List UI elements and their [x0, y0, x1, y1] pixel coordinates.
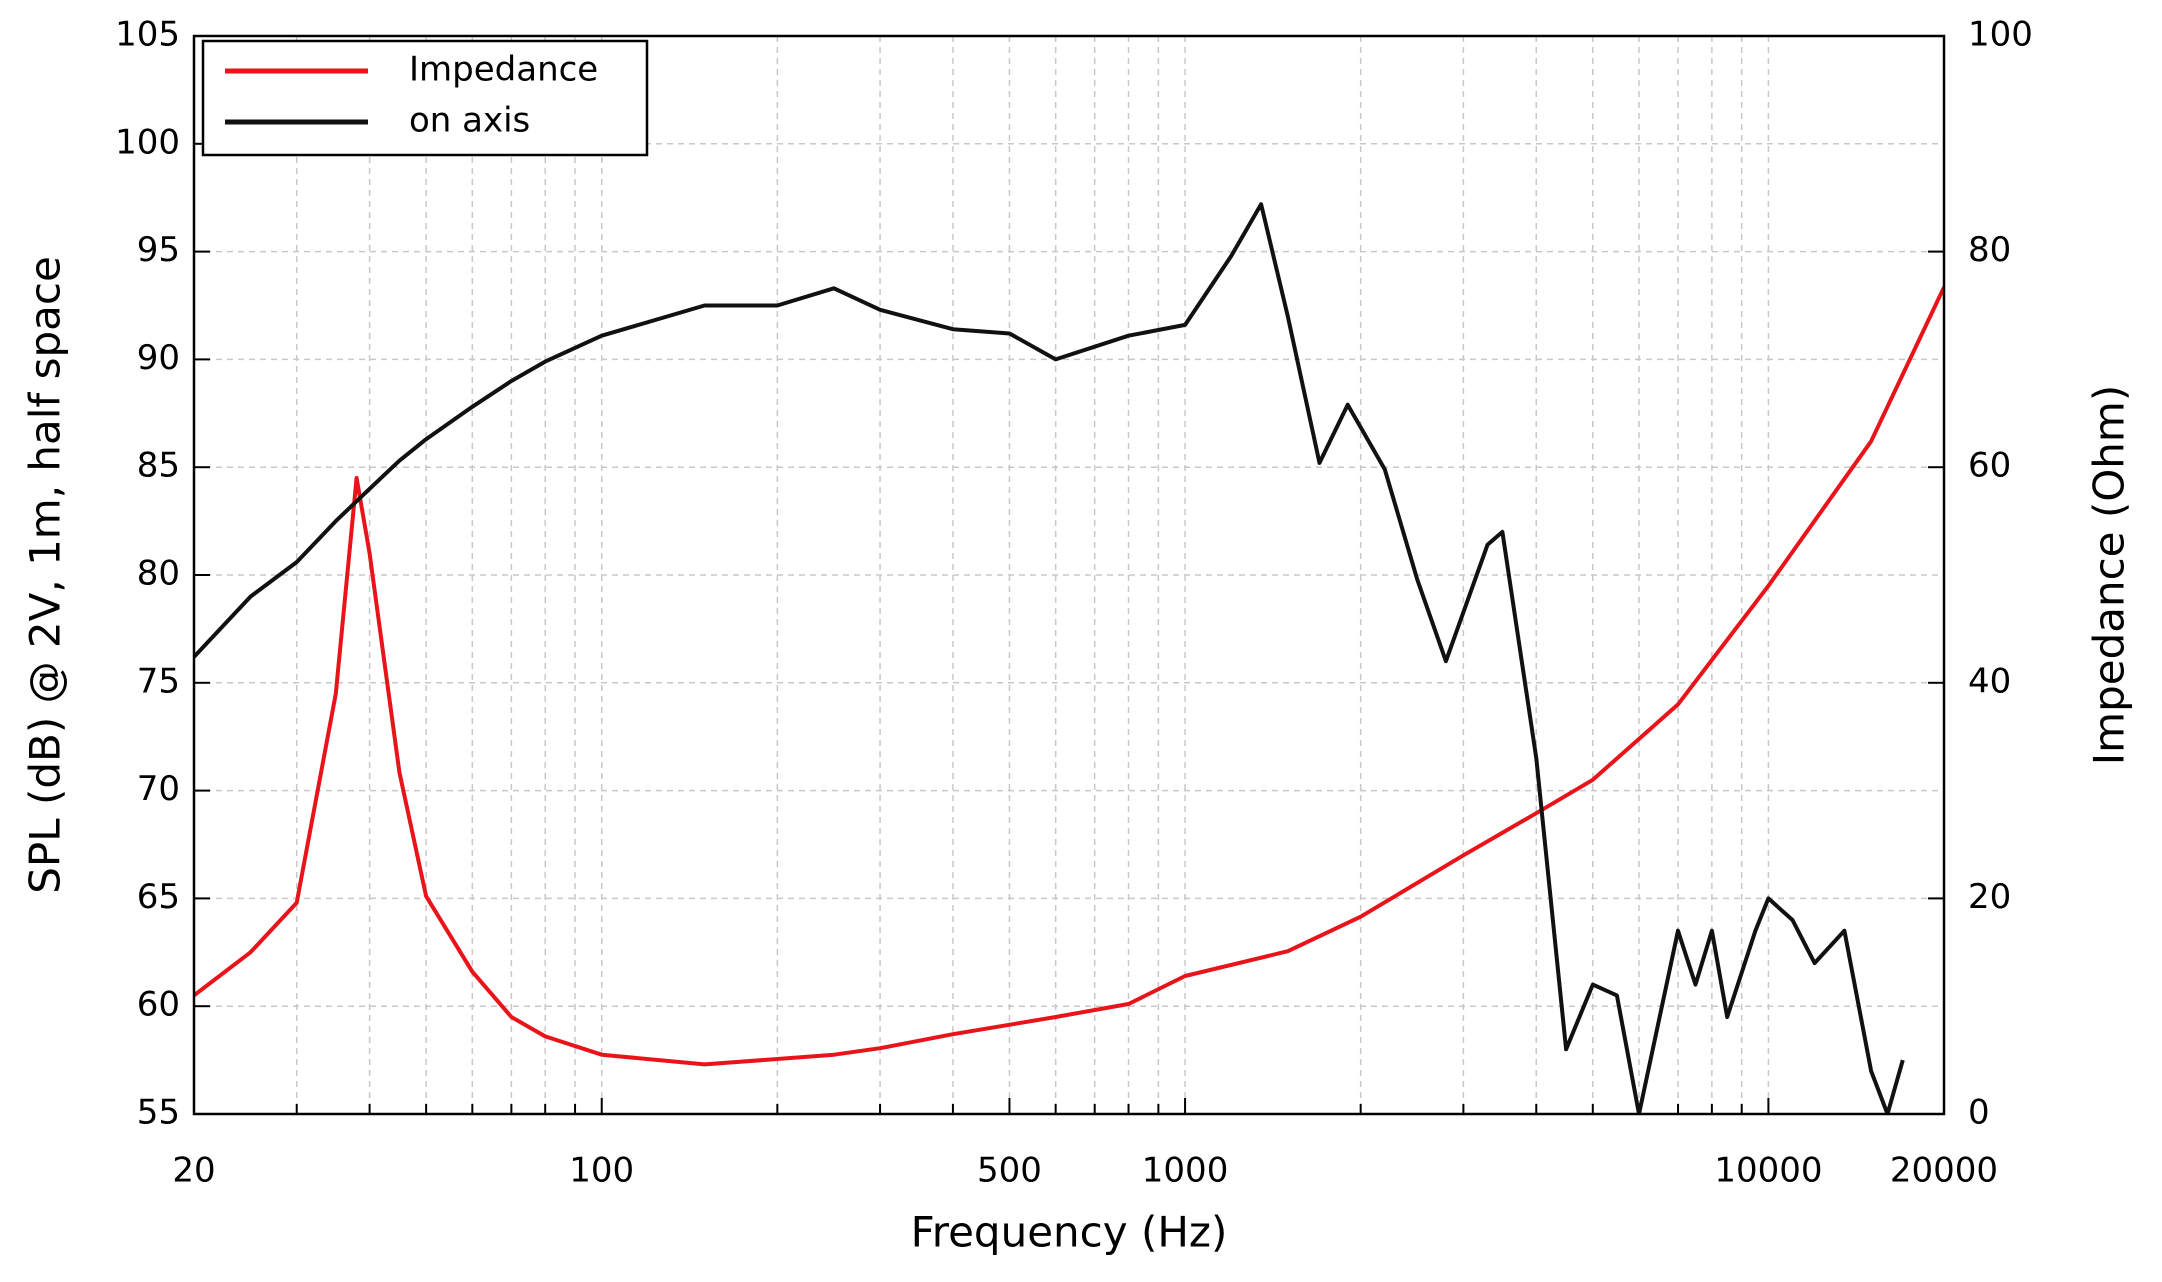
y-tick-label: 95 [137, 230, 180, 270]
y-tick-label: 70 [137, 769, 180, 809]
x-tick-label: 20 [172, 1151, 215, 1191]
x-tick-label: 10000 [1714, 1151, 1822, 1191]
y2-tick-label: 20 [1968, 877, 2011, 917]
y2-tick-label: 60 [1968, 446, 2011, 486]
y-tick-label: 60 [137, 985, 180, 1025]
legend-label: on axis [409, 101, 530, 141]
plot-frame [192, 34, 1946, 1116]
y-axis-title: SPL (dB) @ 2V, 1m, half space [21, 256, 70, 894]
y-tick-label: 85 [137, 446, 180, 486]
y-tick-label: 100 [115, 122, 180, 162]
y-tick-label: 105 [115, 15, 180, 55]
y-tick-label: 65 [137, 877, 180, 917]
series-line [194, 202, 1905, 1114]
x-tick-label: 100 [569, 1151, 634, 1191]
y2-tick-label: 100 [1968, 15, 2033, 55]
x-tick-label: 1000 [1142, 1151, 1229, 1191]
y2-tick-label: 0 [1968, 1093, 1990, 1133]
x-tick-label: 20000 [1890, 1151, 1998, 1191]
x-axis-title: Frequency (Hz) [911, 1208, 1228, 1257]
y2-tick-label: 40 [1968, 661, 2011, 701]
legend-label: Impedance [409, 50, 598, 90]
y2-axis-title: Impedance (Ohm) [2085, 385, 2134, 765]
x-tick-label: 500 [977, 1151, 1042, 1191]
legend-box [201, 39, 649, 157]
y-tick-label: 75 [137, 661, 180, 701]
y2-tick-label: 80 [1968, 230, 2011, 270]
y-tick-label: 80 [137, 554, 180, 594]
y-tick-label: 90 [137, 338, 180, 378]
series-line [194, 286, 1944, 1067]
y-tick-label: 55 [137, 1093, 180, 1133]
